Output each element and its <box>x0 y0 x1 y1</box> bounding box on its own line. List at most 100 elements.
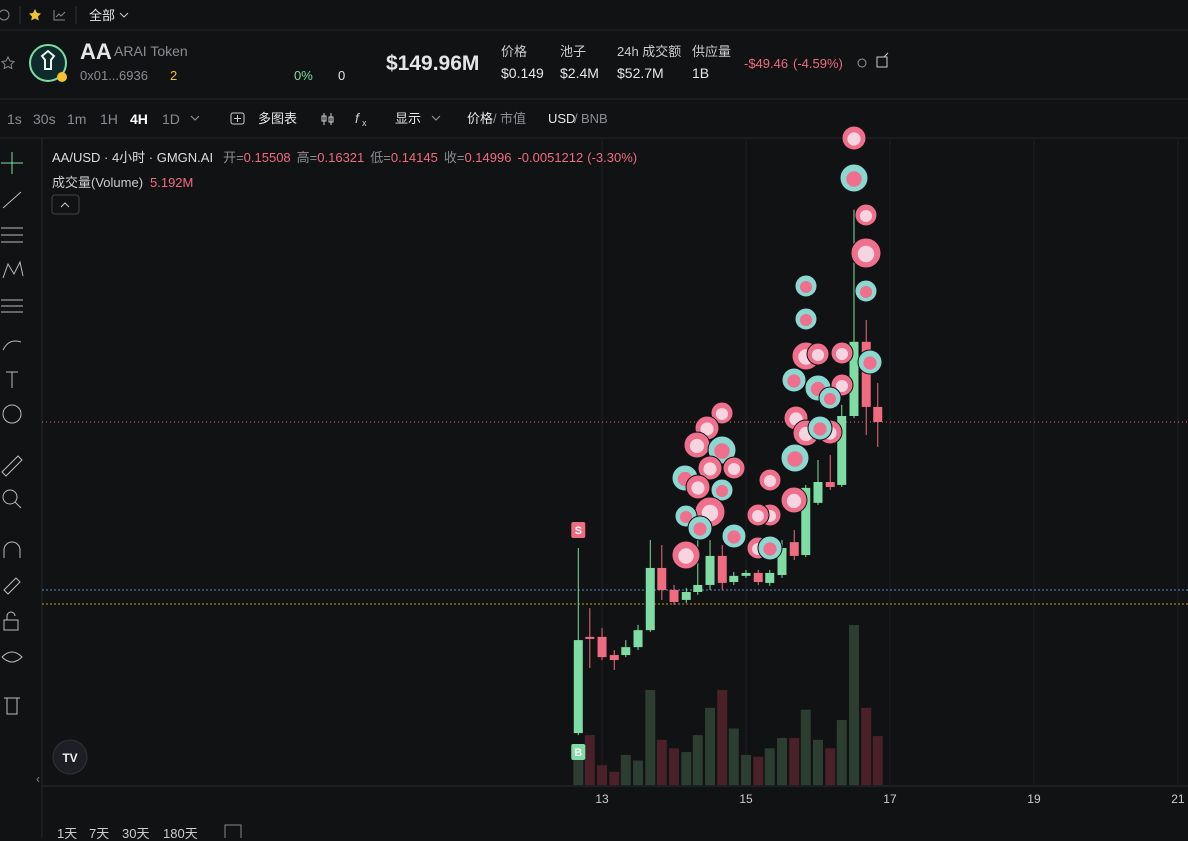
volume-bar <box>573 745 584 785</box>
trader-avatar-face <box>715 484 729 498</box>
price-toggle[interactable]: 价格 <box>467 111 494 126</box>
range[interactable]: 1天 <box>57 826 78 841</box>
candle-body <box>705 555 715 585</box>
stat-label: 价格 <box>501 44 528 59</box>
candle-body <box>585 636 595 639</box>
trader-avatar-face <box>693 522 707 536</box>
candle-body <box>777 548 787 575</box>
chart-icon[interactable] <box>53 10 66 21</box>
range[interactable]: 180天 <box>163 826 198 841</box>
candle-body <box>597 636 607 658</box>
candle-body <box>717 555 727 583</box>
mcap-toggle[interactable]: 市值 <box>500 111 527 126</box>
candle-body <box>801 487 811 556</box>
change: -$49.46 <box>744 56 789 71</box>
candle-body <box>645 567 655 631</box>
stat-value: $52.7M <box>617 65 664 81</box>
interval[interactable]: 1m <box>67 111 87 127</box>
volume-bar <box>609 771 620 785</box>
candle-body <box>825 482 835 487</box>
trader-avatar-face <box>847 132 861 146</box>
candle-body <box>681 591 691 600</box>
volume-bar <box>705 707 716 785</box>
volume-bar <box>825 748 836 785</box>
chart-title: AA/USD · 4小时 · GMGN.AI <box>52 150 214 165</box>
interval[interactable]: 30s <box>33 111 56 127</box>
x-tick-label: 15 <box>739 792 753 806</box>
volume-bar <box>656 739 667 785</box>
candle-body <box>849 341 859 417</box>
interval[interactable]: 1s <box>7 111 22 127</box>
svg-text:x: x <box>362 118 367 128</box>
candle-body <box>753 572 763 583</box>
candle-body <box>609 655 619 661</box>
settings-icon[interactable] <box>0 9 10 21</box>
range[interactable]: 7天 <box>89 826 110 841</box>
volume-bar <box>681 752 692 785</box>
volume-bar <box>728 728 739 785</box>
candle-body <box>765 572 775 583</box>
legend-value: 0.15508 <box>243 150 291 165</box>
trader-avatar-face <box>846 171 862 187</box>
legend-value: 0.14145 <box>390 150 438 165</box>
volume-bar <box>848 624 859 785</box>
trader-avatar-face <box>857 245 875 263</box>
favorite-icon[interactable] <box>29 9 41 21</box>
token-symbol: AA <box>80 39 112 64</box>
trader-avatar-face <box>727 530 741 544</box>
watch-icon[interactable] <box>0 55 16 70</box>
trader-avatar-face <box>700 422 714 436</box>
token-logo <box>29 44 67 82</box>
volume-bar <box>789 737 800 785</box>
candle-body <box>861 341 871 407</box>
interval[interactable]: 1H <box>100 111 118 127</box>
volume-bar <box>584 735 595 785</box>
display[interactable]: 显示 <box>395 111 422 126</box>
legend-change: -0.0051212 <box>517 150 584 165</box>
range[interactable]: 30天 <box>122 826 150 841</box>
candle-body <box>813 482 823 503</box>
svg-text:f: f <box>355 110 361 126</box>
trader-avatar-face <box>787 374 801 388</box>
svg-text:‹: ‹ <box>36 772 40 786</box>
market-cap: $149.96M <box>386 52 480 75</box>
filter[interactable]: 全部 <box>89 8 116 23</box>
candle-body <box>789 542 799 556</box>
candle-body <box>633 630 643 648</box>
plot <box>42 140 1188 786</box>
volume-bar <box>812 739 823 785</box>
candle-body <box>693 584 703 592</box>
candle-body <box>573 640 583 734</box>
collapse-button[interactable] <box>51 194 80 215</box>
volume-bar <box>692 735 703 785</box>
candle-body <box>729 575 739 583</box>
interval[interactable]: 4H <box>130 111 148 127</box>
multi-chart[interactable]: 多图表 <box>258 111 298 126</box>
volume-bar <box>753 756 764 785</box>
trader-avatar-face <box>813 422 827 436</box>
legend-label: 低= <box>370 150 391 165</box>
token-address[interactable]: 0x01...6936 <box>80 68 148 83</box>
holders: 2 <box>170 68 178 83</box>
volume-value: 5.192M <box>150 175 194 190</box>
legend-value: 0.14996 <box>464 150 512 165</box>
trader-avatar-face <box>835 379 849 393</box>
chart-legend: AA/USD · 4小时 · GMGN.AI 开=0.15508 高=0.163… <box>52 151 637 164</box>
drawing-tools[interactable] <box>1 152 24 715</box>
trader-avatar-face <box>703 462 717 476</box>
trader-avatar-face <box>863 356 877 370</box>
tradingview-logo[interactable] <box>52 739 88 775</box>
sell-marker-label: S <box>575 525 582 537</box>
candle-body <box>657 567 667 590</box>
trader-avatar-face <box>859 285 873 299</box>
volume-bar <box>800 709 811 785</box>
bnb-toggle[interactable]: BNB <box>581 111 608 126</box>
separator: / <box>574 111 578 126</box>
interval[interactable]: 1D <box>162 111 180 127</box>
usd-toggle[interactable]: USD <box>548 111 576 126</box>
trader-avatar-face <box>751 509 765 523</box>
trader-avatar-face <box>715 407 729 421</box>
buy-marker-label: B <box>574 747 582 759</box>
external-link[interactable] <box>876 52 889 68</box>
volume-bar <box>669 748 680 785</box>
